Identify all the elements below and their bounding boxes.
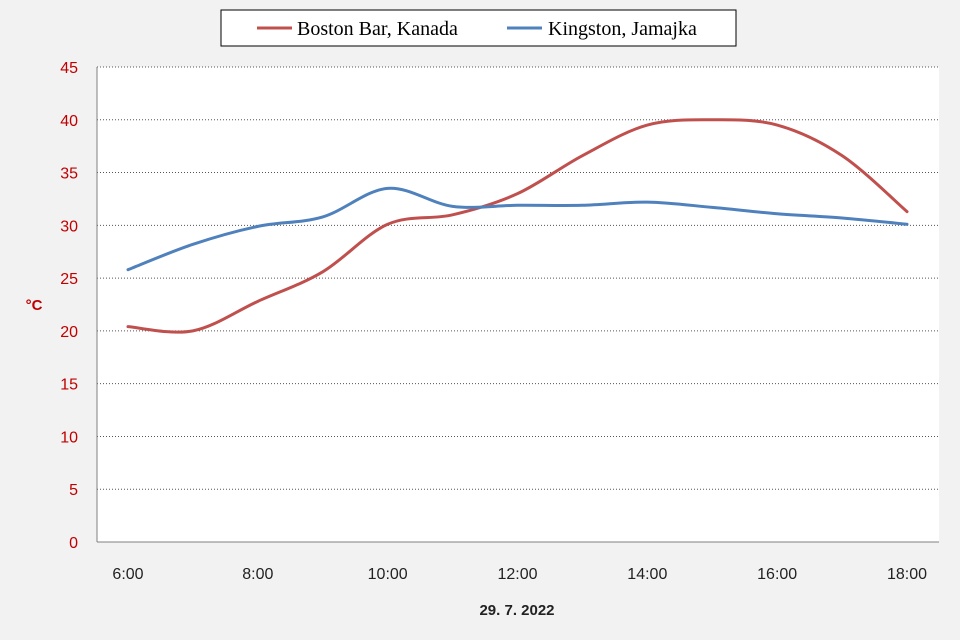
gridlines (97, 66, 939, 490)
y-tick-label: 15 (60, 377, 78, 394)
y-tick-label: 25 (60, 271, 78, 288)
x-tick-label: 14:00 (627, 566, 667, 583)
y-tick-label: 0 (69, 535, 78, 552)
x-tick-label: 12:00 (497, 566, 537, 583)
y-tick-labels: 0 5 10 15 20 25 30 35 40 45 (60, 60, 78, 552)
x-tick-labels: 6:00 8:00 10:00 12:00 14:00 16:00 18:00 (112, 566, 927, 583)
y-tick-label: 45 (60, 60, 78, 77)
y-tick-label: 5 (69, 482, 78, 499)
legend: Boston Bar, Kanada Kingston, Jamajka (220, 9, 737, 47)
y-tick-label: 30 (60, 218, 78, 235)
series-lines (126, 118, 909, 334)
series-line-boston-bar (126, 118, 909, 334)
x-axis-label: 29. 7. 2022 (479, 602, 554, 619)
y-tick-label: 20 (60, 324, 78, 341)
y-tick-label: 35 (60, 166, 78, 183)
plot-area (97, 67, 939, 542)
x-tick-label: 8:00 (242, 566, 273, 583)
y-tick-label: 40 (60, 113, 78, 130)
legend-label-kingston: Kingston, Jamajka (548, 18, 697, 40)
x-tick-label: 16:00 (757, 566, 797, 583)
x-tick-label: 18:00 (887, 566, 927, 583)
x-tick-label: 6:00 (112, 566, 143, 583)
series-line-kingston (126, 186, 909, 272)
x-tick-label: 10:00 (368, 566, 408, 583)
y-axis-label: °C (26, 297, 43, 314)
legend-label-boston: Boston Bar, Kanada (297, 18, 458, 40)
legend-box (220, 9, 737, 47)
y-tick-label: 10 (60, 429, 78, 446)
